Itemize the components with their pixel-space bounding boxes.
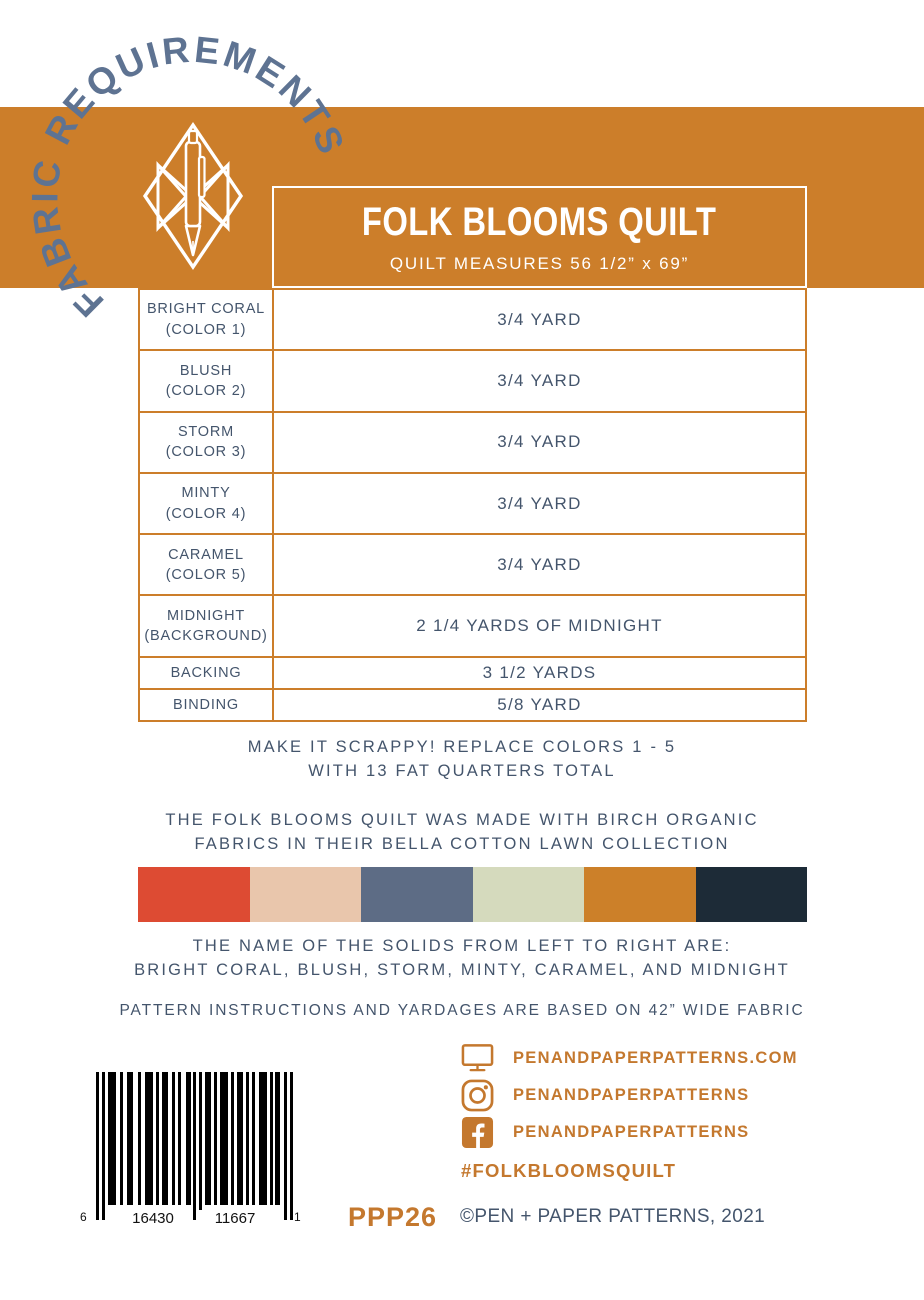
fabric-collection-note: THE FOLK BLOOMS QUILT WAS MADE WITH BIRC…	[165, 811, 759, 853]
fabric-label: BLUSH (COLOR 2)	[138, 349, 274, 413]
barcode-group-right: 11667	[198, 1210, 272, 1227]
fabric-label: STORM (COLOR 3)	[138, 410, 274, 474]
diamond-outline	[142, 121, 244, 271]
swatch-storm	[361, 867, 473, 922]
facebook-link: PENANDPAPERPATTERNS	[461, 1116, 798, 1148]
yardage-value: 3/4 YARD	[272, 471, 807, 536]
instagram-handle: PENANDPAPERPATTERNS	[513, 1085, 750, 1104]
solids-names-note: THE NAME OF THE SOLIDS FROM LEFT TO RIGH…	[134, 937, 790, 979]
instagram-link: PENANDPAPERPATTERNS	[461, 1079, 798, 1111]
table-row: MIDNIGHT (BACKGROUND) 2 1/4 YARDS OF MIDN…	[138, 594, 807, 658]
yardage-value: 2 1/4 YARDS OF MIDNIGHT	[272, 594, 807, 658]
fabric-label: MINTY (COLOR 4)	[138, 471, 274, 536]
page-title: FOLK BLOOMS QUILT	[362, 200, 717, 244]
fabric-label: MIDNIGHT (BACKGROUND)	[138, 594, 274, 658]
swatch-midnight	[695, 867, 807, 922]
pen-icon	[184, 129, 206, 257]
fabric-label: BRIGHT CORAL (COLOR 1)	[138, 287, 274, 352]
table-row: BINDING 5/8 YARD	[138, 687, 807, 723]
pattern-sku: PPP26	[348, 1202, 438, 1232]
quilt-header: FOLK BLOOMS QUILT QUILT MEASURES 56 1/2”…	[272, 186, 807, 288]
quilt-measurements: QUILT MEASURES 56 1/2” x 69”	[389, 254, 690, 273]
hashtag: #FOLKBLOOMSQUILT	[461, 1160, 677, 1181]
fabric-width-note: PATTERN INSTRUCTIONS AND YARDAGES ARE BA…	[119, 1002, 805, 1019]
swatch-blush	[249, 867, 361, 922]
yardage-value: 3 1/2 YARDS	[272, 655, 807, 690]
facebook-icon	[461, 1116, 494, 1149]
instagram-icon	[461, 1079, 494, 1112]
swatch-bright-coral	[138, 867, 250, 922]
fabric-label: BINDING	[138, 687, 274, 723]
facebook-handle: PENANDPAPERPATTERNS	[513, 1122, 750, 1141]
social-links: PENANDPAPERPATTERNS.COM PENANDPAPERPATTE…	[461, 1042, 798, 1148]
yardage-value: 3/4 YARD	[272, 533, 807, 597]
table-row: BRIGHT CORAL (COLOR 1) 3/4 YARD	[138, 287, 807, 352]
barcode-digit-right: 1	[294, 1210, 301, 1224]
yardage-value: 3/4 YARD	[272, 410, 807, 474]
fabric-label: BACKING	[138, 655, 274, 690]
upc-barcode: 6 16430 11667 1	[80, 1072, 306, 1227]
table-row: STORM (COLOR 3) 3/4 YARD	[138, 410, 807, 474]
fabric-requirements-table: BRIGHT CORAL (COLOR 1) 3/4 YARD BLUSH (COL…	[138, 287, 807, 723]
color-swatch-strip	[138, 867, 807, 922]
orange-band	[0, 107, 924, 288]
website-url: PENANDPAPERPATTERNS.COM	[513, 1048, 798, 1067]
barcode-bars	[96, 1072, 293, 1220]
table-row: BLUSH (COLOR 2) 3/4 YARD	[138, 349, 807, 413]
yardage-value: 5/8 YARD	[272, 687, 807, 723]
fabric-label: CARAMEL (COLOR 5)	[138, 533, 274, 597]
yardage-value: 3/4 YARD	[272, 287, 807, 352]
table-row: MINTY (COLOR 4) 3/4 YARD	[138, 471, 807, 536]
monitor-icon	[461, 1042, 494, 1075]
right-flap	[197, 161, 230, 232]
yardage-value: 3/4 YARD	[272, 349, 807, 413]
website-link: PENANDPAPERPATTERNS.COM	[461, 1042, 798, 1074]
swatch-minty	[472, 867, 584, 922]
table-row: CARAMEL (COLOR 5) 3/4 YARD	[138, 533, 807, 597]
barcode-digit-left: 6	[80, 1210, 87, 1224]
pen-diamond-logo	[142, 121, 244, 271]
scrappy-note: MAKE IT SCRAPPY! REPLACE COLORS 1 - 5 WI…	[247, 738, 677, 780]
copyright: ©PEN + PAPER PATTERNS, 2021	[460, 1206, 766, 1227]
barcode-group-left: 16430	[116, 1210, 190, 1227]
left-flap	[156, 161, 189, 232]
swatch-caramel	[584, 867, 696, 922]
table-row: BACKING 3 1/2 YARDS	[138, 655, 807, 690]
